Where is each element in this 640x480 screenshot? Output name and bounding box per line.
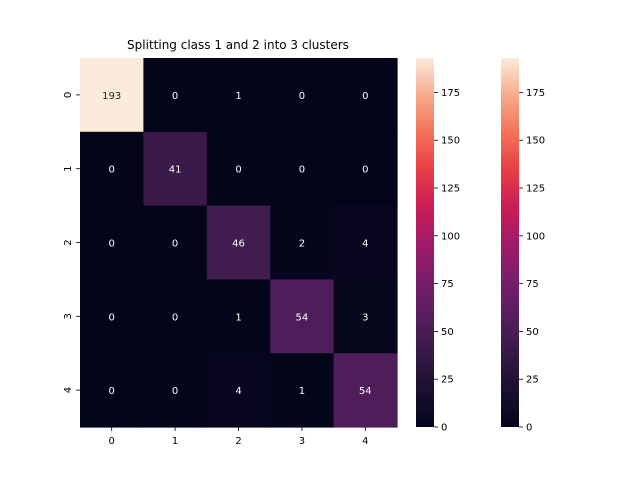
- x-tick-label: 4: [362, 436, 368, 447]
- heatmap-cell-r1-c0: [80, 131, 144, 207]
- heatmap-cell-r0-c4: [333, 58, 398, 133]
- cell-value-label-r1-c3: 0: [299, 165, 305, 176]
- cell-value-label-r1-c2: 0: [235, 165, 241, 176]
- heatmap-cell-r4-c1: [143, 353, 208, 428]
- y-tick-label: 3: [63, 313, 74, 319]
- cell-value-label-r4-c1: 0: [172, 386, 178, 397]
- colorbar-tick-label: 0: [441, 423, 447, 434]
- y-tick-label: 0: [63, 92, 74, 98]
- cell-value-label-r3-c3: 54: [296, 312, 309, 323]
- y-tick-label: 2: [63, 239, 74, 245]
- colorbar-tick-label: 100: [441, 231, 460, 242]
- heatmap-cell-r4-c4: [333, 353, 398, 428]
- cell-value-label-r4-c4: 54: [359, 386, 372, 397]
- cell-value-label-r2-c1: 0: [172, 239, 178, 250]
- colorbar-tick-label: 75: [526, 279, 539, 290]
- heatmap-cell-r3-c2: [206, 279, 271, 354]
- heatmap-cell-r3-c4: [333, 279, 398, 354]
- heatmap-cell-r1-c1: [143, 131, 208, 207]
- colorbar-tick-label: 150: [441, 136, 460, 147]
- heatmap-cell-r0-c1: [143, 58, 208, 133]
- cell-value-label-r2-c4: 4: [362, 239, 368, 250]
- colorbar-tick-label: 125: [441, 184, 460, 195]
- colorbar-tick-label: 50: [526, 327, 539, 338]
- heatmap-cell-r0-c2: [206, 58, 271, 133]
- cell-value-label-r0-c1: 0: [172, 91, 178, 102]
- heatmap-cell-r0-c3: [270, 58, 335, 133]
- x-tick-label: 0: [109, 436, 115, 447]
- colorbar-tick-label: 175: [526, 88, 545, 99]
- cell-value-label-r1-c0: 0: [109, 165, 115, 176]
- cell-value-label-r2-c3: 2: [299, 239, 305, 250]
- heatmap-cell-r1-c2: [206, 131, 271, 207]
- y-tick-label: 4: [63, 387, 74, 393]
- y-tick-label: 1: [63, 166, 74, 172]
- x-tick-label: 2: [235, 436, 241, 447]
- y-axis: 0 1 2 3 4: [63, 92, 80, 393]
- colorbar-tick-label: 25: [526, 375, 539, 386]
- heatmap-cell-r3-c3: [270, 279, 335, 354]
- colorbar-tick-label: 150: [526, 136, 545, 147]
- cell-value-label-r1-c1: 41: [169, 165, 182, 176]
- cell-value-label-r0-c0: 193: [102, 91, 121, 102]
- heatmap-cell-r3-c1: [143, 279, 208, 354]
- heatmap-cell-r2-c4: [333, 205, 398, 280]
- cell-value-label-r0-c3: 0: [299, 91, 305, 102]
- cell-value-label-r3-c0: 0: [109, 312, 115, 323]
- heatmap-cell-r2-c3: [270, 205, 335, 280]
- cell-value-label-r0-c4: 0: [362, 91, 368, 102]
- heatmap-cell-r3-c0: [80, 279, 144, 354]
- colorbar-tick-label: 0: [526, 423, 532, 434]
- colorbar-1: 0 25 50 75 100 125 150 175: [416, 58, 460, 434]
- colorbar-gradient: [416, 58, 434, 427]
- cell-value-label-r1-c4: 0: [362, 165, 368, 176]
- x-axis: 0 1 2 3 4: [109, 427, 368, 447]
- heatmap-cell-r2-c1: [143, 205, 208, 280]
- x-tick-label: 1: [172, 436, 178, 447]
- cell-value-label-r3-c2: 1: [235, 312, 241, 323]
- colorbar-tick-label: 175: [441, 88, 460, 99]
- colorbar-gradient: [501, 58, 519, 427]
- cell-value-label-r3-c1: 0: [172, 312, 178, 323]
- heatmap-value-labels: 193 0 1 0 00 41 0 0 00 0 46 2 40 0 1 54 30 0 4 1 54: [102, 91, 372, 397]
- cell-value-label-r3-c4: 3: [362, 312, 368, 323]
- heatmap-cells: [80, 58, 398, 428]
- colorbar-tick-label: 25: [441, 375, 454, 386]
- heatmap-cell-r1-c3: [270, 131, 335, 207]
- heatmap-cell-r4-c3: [270, 353, 335, 428]
- heatmap-cell-r2-c2: [206, 205, 271, 280]
- colorbar-2: 0 25 50 75 100 125 150 175: [501, 58, 545, 434]
- heatmap-cell-r4-c2: [206, 353, 271, 428]
- cell-value-label-r4-c2: 4: [235, 386, 241, 397]
- colorbar-tick-label: 100: [526, 231, 545, 242]
- chart-title: Splitting class 1 and 2 into 3 clusters: [127, 38, 349, 52]
- x-tick-label: 3: [299, 436, 305, 447]
- colorbar-tick-label: 50: [441, 327, 454, 338]
- cell-value-label-r2-c0: 0: [109, 239, 115, 250]
- cell-value-label-r0-c2: 1: [235, 91, 241, 102]
- cell-value-label-r4-c3: 1: [299, 386, 305, 397]
- colorbar-tick-label: 75: [441, 279, 454, 290]
- heatmap-cell-r2-c0: [80, 205, 144, 280]
- cell-value-label-r4-c0: 0: [109, 386, 115, 397]
- heatmap-cell-r1-c4: [333, 131, 398, 207]
- heatmap-cell-r0-c0: [80, 58, 144, 133]
- heatmap-cell-r4-c0: [80, 353, 144, 428]
- colorbar-tick-label: 125: [526, 184, 545, 195]
- cell-value-label-r2-c2: 46: [232, 239, 245, 250]
